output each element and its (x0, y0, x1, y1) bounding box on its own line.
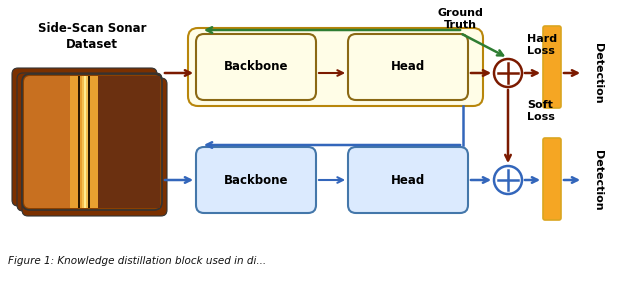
Bar (70, 76, 98, 208)
FancyBboxPatch shape (348, 147, 468, 213)
FancyBboxPatch shape (188, 28, 483, 106)
Text: Head: Head (391, 60, 425, 73)
Text: Head: Head (391, 173, 425, 187)
Bar (78, 76, 80, 208)
FancyBboxPatch shape (196, 34, 316, 100)
FancyBboxPatch shape (17, 73, 162, 211)
FancyBboxPatch shape (22, 74, 162, 210)
FancyBboxPatch shape (24, 76, 160, 208)
FancyBboxPatch shape (543, 138, 561, 220)
Bar (98, 76, 160, 208)
FancyBboxPatch shape (543, 26, 561, 108)
Text: Ground
Truth: Ground Truth (437, 8, 483, 30)
Text: Soft
Loss: Soft Loss (527, 100, 555, 122)
Text: Backbone: Backbone (224, 60, 288, 73)
Text: Detection: Detection (593, 43, 603, 103)
FancyBboxPatch shape (12, 68, 157, 206)
Text: Detection: Detection (593, 150, 603, 210)
Bar (84, 76, 86, 208)
Text: Hard
Loss: Hard Loss (527, 34, 557, 56)
Text: Figure 1: Knowledge distillation block used in di...: Figure 1: Knowledge distillation block u… (8, 256, 266, 266)
FancyBboxPatch shape (22, 78, 167, 216)
FancyBboxPatch shape (196, 147, 316, 213)
Bar (88, 76, 90, 208)
Text: Backbone: Backbone (224, 173, 288, 187)
Bar (82, 76, 88, 208)
Text: Side-Scan Sonar
Dataset: Side-Scan Sonar Dataset (38, 22, 146, 51)
FancyBboxPatch shape (348, 34, 468, 100)
